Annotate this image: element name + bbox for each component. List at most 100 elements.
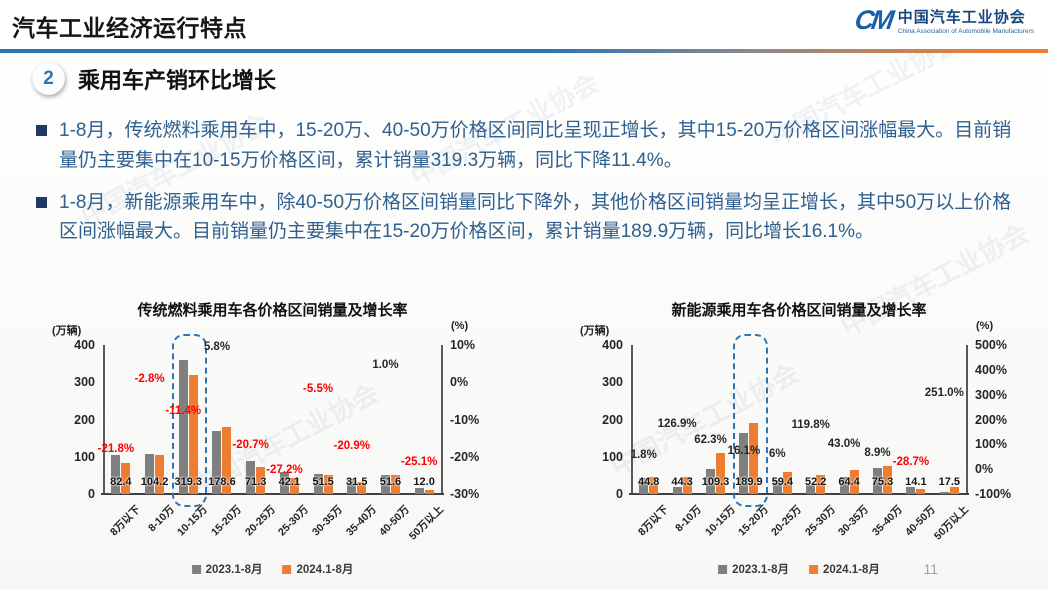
left-axis-unit: (万辆) — [52, 325, 82, 337]
bullet-item-nev: 1-8月，新能源乘用车中，除40-50万价格区间销量同比下降外，其他价格区间销量… — [36, 188, 1026, 248]
bar-2023 — [145, 454, 155, 494]
legend-label: 2023.1-8月 — [732, 564, 789, 576]
right-axis-tick: 300% — [975, 387, 1007, 402]
x-axis-category-label: 10-15万 — [175, 503, 211, 539]
bar-value-label: 178.6 — [208, 476, 236, 488]
bar-value-label: 109.3 — [701, 476, 730, 488]
legend-item: 2023.1-8月 — [191, 561, 263, 577]
bar-2023 — [806, 485, 816, 494]
bar-value-label: 52.2 — [804, 476, 827, 488]
bullet-square-icon — [36, 196, 47, 208]
bar-2024 — [749, 423, 759, 494]
growth-rate-label: 251.0% — [924, 386, 964, 399]
growth-rate-label: 16.1% — [727, 445, 761, 458]
bar-2023 — [111, 454, 121, 494]
bar-value-label: 44.3 — [671, 476, 693, 488]
growth-rate-label: -2.8% — [134, 372, 165, 385]
bar-2024 — [782, 471, 792, 494]
legend-swatch-icon — [718, 564, 728, 574]
growth-rate-label: -11.4% — [165, 404, 202, 417]
right-axis-unit: (%) — [976, 320, 994, 332]
bar-2023 — [313, 473, 323, 494]
bar-value-label: 59.4 — [771, 476, 794, 488]
x-axis-category-label: 25-30万 — [802, 503, 838, 539]
growth-rate-label: -21.8% — [97, 443, 135, 456]
section-number-badge: 2 — [32, 62, 65, 95]
right-axis-tick: -100% — [975, 487, 1012, 501]
bar-value-label: 51.6 — [379, 476, 402, 488]
slide-title: 汽车工业经济运行特点 — [12, 15, 247, 41]
bar-2024 — [222, 427, 232, 494]
y-axis-tick: 300 — [602, 375, 623, 390]
legend-item: 2023.1-8月 — [718, 561, 789, 577]
legend-label: 2023.1-8月 — [205, 564, 263, 576]
bar-2023 — [706, 468, 715, 494]
x-axis-category-label: 50万以上 — [932, 503, 972, 543]
right-axis-tick: 400% — [975, 362, 1007, 377]
right-axis-tick: 500% — [975, 338, 1007, 352]
chart-legend: 2023.1-8月 2024.1-8月 — [718, 561, 880, 577]
legend-label: 2024.1-8月 — [296, 564, 354, 576]
bar-value-label: 12.0 — [413, 476, 435, 488]
bar-2024 — [883, 465, 892, 494]
legend-item: 2024.1-8月 — [809, 561, 880, 577]
bar-2024 — [155, 455, 165, 494]
growth-rate-label: -5.5% — [303, 382, 334, 395]
right-axis-tick: -30% — [450, 487, 480, 501]
y-axis-tick: 0 — [616, 487, 623, 501]
y-axis-tick: 100 — [602, 449, 623, 464]
bar-2024 — [816, 474, 826, 494]
y-axis-line — [103, 345, 105, 494]
bar-value-label: 17.5 — [938, 476, 961, 488]
y-axis-line — [631, 345, 633, 494]
bar-2023 — [839, 477, 849, 494]
bar-2024 — [716, 453, 725, 494]
bar-value-label: 31.5 — [346, 476, 368, 488]
bar-value-label: 51.5 — [312, 476, 334, 488]
x-axis-category-label: 8-10万 — [673, 503, 704, 535]
x-axis-category-label: 20-25万 — [242, 503, 278, 539]
x-axis-category-label: 20-25万 — [769, 503, 805, 539]
bar-value-label: 189.9 — [735, 476, 763, 488]
bar-2024 — [357, 482, 367, 494]
bar-2023 — [178, 359, 188, 494]
right-axis-unit: (%) — [451, 320, 469, 332]
right-axis-tick: -10% — [450, 412, 480, 427]
bar-2023 — [772, 479, 782, 494]
secondary-axis-line — [441, 345, 443, 494]
bullet-text: 1-8月，新能源乘用车中，除40-50万价格区间销量同比下降外，其他价格区间销量… — [59, 191, 1012, 243]
highlight-box — [733, 334, 768, 507]
chart-traditional-fuel: 传统燃料乘用车各价格区间销量及增长率 (万辆) (%) 0 100 200 300 400 10… — [30, 297, 515, 584]
bar-2023 — [672, 486, 682, 494]
y-axis-tick: 400 — [74, 338, 95, 352]
bar-2023 — [939, 492, 949, 494]
growth-rate-label: 5.8% — [203, 340, 231, 353]
bullet-list: 1-8月，传统燃料乘用车中，15-20万、40-50万价格区间同比呈现正增长，其… — [36, 116, 1026, 259]
bar-2023 — [380, 474, 390, 494]
caam-logo-name: 中国汽车工业协会 — [897, 9, 1026, 26]
caam-logo: CM 中国汽车工业协会 China Association of Automob… — [853, 5, 1034, 35]
y-axis-tick: 200 — [74, 412, 95, 427]
x-axis-category-label: 30-35万 — [310, 503, 345, 539]
bar-2024 — [323, 474, 333, 494]
chart-title: 新能源乘用车各价格区间销量及增长率 — [671, 302, 927, 319]
growth-rate-label: 1.0% — [372, 358, 399, 371]
growth-rate-label: 6% — [768, 447, 786, 460]
right-axis-tick: 0% — [975, 462, 994, 477]
growth-rate-label: 8.9% — [864, 446, 891, 459]
bar-2024 — [121, 463, 131, 494]
bar-2023 — [906, 486, 916, 494]
bar-2024 — [256, 467, 266, 494]
highlight-box — [172, 334, 208, 507]
left-axis-unit: (万辆) — [580, 325, 610, 337]
growth-rate-label: -20.7% — [232, 439, 269, 452]
bar-value-label: 75.3 — [871, 476, 894, 488]
x-axis-category-label: 50万以上 — [407, 503, 447, 543]
bar-value-label: 64.4 — [838, 476, 860, 488]
x-axis-category-label: 8万以下 — [107, 503, 143, 539]
right-axis-tick: 10% — [450, 338, 476, 352]
bar-2024 — [424, 489, 434, 494]
x-axis-category-label: 15-20万 — [735, 503, 771, 539]
y-axis-tick: 300 — [74, 375, 95, 390]
